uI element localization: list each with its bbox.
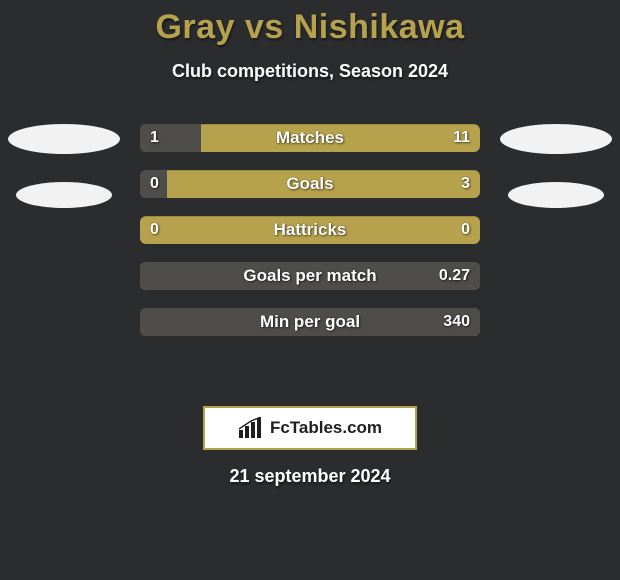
right-shape-column xyxy=(496,124,616,208)
date-text: 21 september 2024 xyxy=(0,466,620,487)
brand-chart-icon xyxy=(238,417,264,439)
stat-right-value: 340 xyxy=(443,308,470,336)
left-ellipse-2 xyxy=(16,182,112,208)
stat-bar: 0Goals3 xyxy=(140,170,480,198)
page-subtitle: Club competitions, Season 2024 xyxy=(0,61,620,82)
brand-text: FcTables.com xyxy=(270,418,382,438)
page-root: Gray vs Nishikawa Club competitions, Sea… xyxy=(0,0,620,580)
stat-bar: Goals per match0.27 xyxy=(140,262,480,290)
left-shape-column xyxy=(4,124,124,208)
stat-bar: 1Matches11 xyxy=(140,124,480,152)
page-title: Gray vs Nishikawa xyxy=(0,0,620,47)
bars-container: 1Matches110Goals30Hattricks0Goals per ma… xyxy=(140,124,480,336)
right-ellipse-2 xyxy=(508,182,604,208)
stat-label: Goals xyxy=(140,170,480,198)
stat-right-value: 11 xyxy=(453,124,470,152)
comparison-stage: 1Matches110Goals30Hattricks0Goals per ma… xyxy=(0,124,620,384)
stat-right-value: 3 xyxy=(461,170,470,198)
stat-label: Hattricks xyxy=(140,216,480,244)
stat-bar: 0Hattricks0 xyxy=(140,216,480,244)
brand-box: FcTables.com xyxy=(203,406,417,450)
stat-label: Min per goal xyxy=(140,308,480,336)
left-ellipse-1 xyxy=(8,124,120,154)
right-ellipse-1 xyxy=(500,124,612,154)
stat-label: Matches xyxy=(140,124,480,152)
stat-bar: Min per goal340 xyxy=(140,308,480,336)
stat-right-value: 0.27 xyxy=(439,262,470,290)
stat-right-value: 0 xyxy=(461,216,470,244)
stat-label: Goals per match xyxy=(140,262,480,290)
